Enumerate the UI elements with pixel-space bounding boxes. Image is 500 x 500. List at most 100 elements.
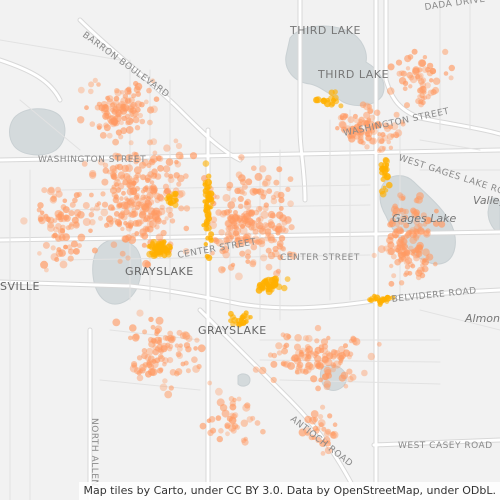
marker <box>260 254 268 262</box>
marker <box>330 349 337 355</box>
marker <box>218 266 226 274</box>
marker <box>271 352 278 359</box>
marker <box>279 214 287 222</box>
marker <box>55 223 62 230</box>
marker <box>125 255 131 261</box>
marker <box>140 189 146 194</box>
marker <box>304 356 310 362</box>
marker <box>264 228 272 236</box>
marker <box>147 106 155 114</box>
marker <box>137 112 143 119</box>
marker <box>339 121 347 129</box>
marker <box>248 209 255 216</box>
marker <box>347 375 354 383</box>
marker <box>226 181 234 189</box>
marker <box>287 176 294 183</box>
marker <box>133 333 140 340</box>
marker <box>131 93 137 99</box>
marker <box>141 352 148 360</box>
marker <box>415 269 423 277</box>
marker <box>120 127 128 135</box>
marker <box>123 220 128 226</box>
marker <box>233 222 239 228</box>
marker <box>288 224 295 231</box>
marker <box>349 373 357 381</box>
marker <box>422 258 428 263</box>
marker-hot <box>386 181 393 189</box>
marker <box>429 68 436 75</box>
marker <box>417 244 423 250</box>
marker <box>398 194 406 202</box>
marker <box>364 144 370 150</box>
marker <box>156 193 164 201</box>
marker <box>152 348 159 356</box>
marker <box>416 192 424 200</box>
marker-hot <box>332 89 338 95</box>
marker-hot <box>169 245 173 250</box>
marker <box>244 232 252 240</box>
marker <box>114 89 122 97</box>
marker <box>224 219 233 228</box>
marker <box>367 352 375 361</box>
marker <box>117 258 123 264</box>
marker <box>133 152 139 158</box>
marker <box>413 224 422 233</box>
marker <box>415 74 421 80</box>
marker <box>149 158 155 164</box>
marker-hot <box>171 191 177 197</box>
marker <box>222 194 231 202</box>
marker <box>411 48 418 55</box>
marker <box>395 59 403 66</box>
marker <box>132 110 140 118</box>
marker <box>146 87 152 94</box>
marker <box>229 235 235 240</box>
marker <box>255 205 263 213</box>
marker <box>400 70 407 77</box>
marker <box>210 250 215 256</box>
marker <box>387 247 395 255</box>
marker <box>232 397 237 403</box>
marker-hot <box>155 248 161 254</box>
marker <box>366 107 374 114</box>
marker <box>267 251 276 260</box>
marker <box>248 238 255 245</box>
marker <box>199 422 207 430</box>
marker <box>302 368 309 375</box>
marker <box>113 106 118 112</box>
marker <box>133 86 141 93</box>
marker <box>110 102 116 108</box>
marker <box>229 403 237 411</box>
marker <box>124 87 132 95</box>
west-casey-road-label: WEST CASEY ROAD <box>398 441 493 451</box>
marker <box>263 202 269 208</box>
marker <box>152 150 158 156</box>
marker <box>403 208 409 215</box>
marker <box>240 419 248 427</box>
marker <box>321 426 327 432</box>
marker <box>151 168 158 175</box>
marker <box>265 174 272 182</box>
marker <box>270 376 277 384</box>
marker <box>131 361 138 368</box>
marker <box>240 437 247 443</box>
marker <box>88 81 95 88</box>
marker <box>55 235 62 243</box>
marker <box>254 420 261 426</box>
marker <box>143 99 149 105</box>
marker <box>396 244 402 251</box>
marker <box>147 336 154 343</box>
marker <box>84 105 89 111</box>
marker <box>324 446 333 455</box>
marker <box>228 229 237 238</box>
marker <box>197 344 206 353</box>
marker <box>44 267 49 273</box>
marker-hot-layer <box>146 89 396 328</box>
marker <box>176 345 183 352</box>
washington-street-west-label: WASHINGTON STREET <box>38 155 146 165</box>
marker <box>250 243 258 251</box>
marker <box>320 451 326 456</box>
marker <box>114 88 120 94</box>
marker <box>208 416 216 423</box>
